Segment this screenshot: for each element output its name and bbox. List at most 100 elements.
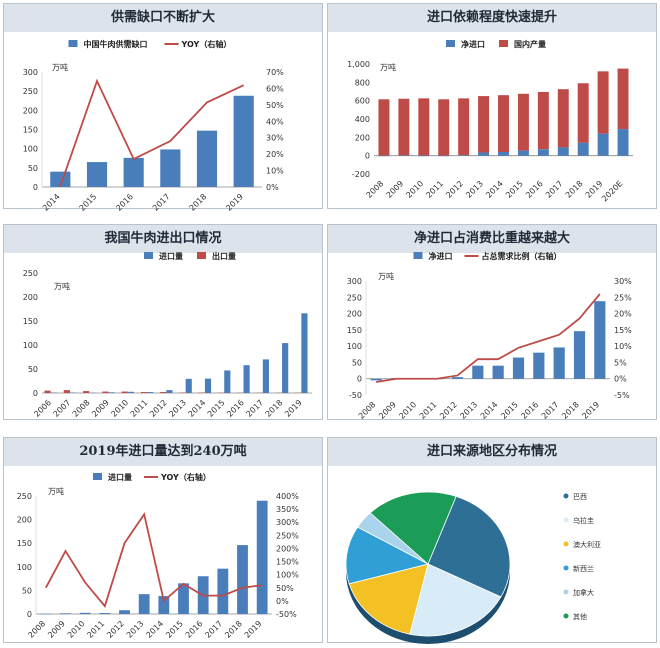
bar-net-import xyxy=(378,155,390,157)
bar-net-import xyxy=(398,155,410,156)
legend-label: 国内产量 xyxy=(514,39,546,49)
yoy-line xyxy=(45,512,263,608)
y2-tick-label: 0% xyxy=(266,183,279,192)
y-tick-label: 0 xyxy=(33,183,38,192)
x-tick-label: 2014 xyxy=(187,398,208,419)
bar-export xyxy=(63,390,70,393)
bar-import xyxy=(147,392,154,393)
y2-tick-label: 30% xyxy=(266,134,284,143)
bar xyxy=(119,610,130,614)
x-tick-label: 2018 xyxy=(188,192,209,213)
panel-import-2019: 2019年进口量达到240万吨 0 50 100 150 200 250 万吨 -50% 0% 5… xyxy=(3,437,323,643)
legend-swatch xyxy=(563,565,569,571)
y-tick-label: 300 xyxy=(23,68,38,77)
bar-import xyxy=(204,378,212,393)
x-tick-label: 2015 xyxy=(164,619,185,640)
bar-net-import xyxy=(597,133,609,156)
y-tick-label: 100 xyxy=(23,341,38,350)
x-tick-label: 2010 xyxy=(397,400,418,421)
supply-gap-chart: 0 50 100 150 200 250 300 万吨 0% 10% 20% 30% 40% 50% 60%… xyxy=(23,39,284,213)
bar-export xyxy=(160,392,167,393)
y-tick-label: 250 xyxy=(17,492,32,501)
bar xyxy=(451,377,464,379)
bar xyxy=(233,95,254,187)
x-tick-label: 2019 xyxy=(580,400,601,421)
x-tick-label: 2011 xyxy=(424,179,445,200)
bar xyxy=(217,568,229,614)
legend-swatch xyxy=(563,493,569,499)
x-tick-label: 2009 xyxy=(46,619,67,640)
y-tick-label: 50 xyxy=(22,586,32,595)
pie-slice xyxy=(348,563,429,635)
y-tick-label: 50 xyxy=(28,164,38,173)
chart-title: 2019年进口量达到240万吨 xyxy=(4,438,322,466)
x-tick-label: 2013 xyxy=(464,179,485,200)
x-tick-label: 2009 xyxy=(377,400,398,421)
x-tick-label: 2013 xyxy=(125,619,146,640)
y2-tick-label: 5% xyxy=(614,358,627,367)
x-tick-label: 2018 xyxy=(264,398,285,419)
x-tick-label: 2007 xyxy=(52,398,73,419)
bar xyxy=(472,365,484,379)
legend-swatch xyxy=(563,613,569,619)
y2-tick-label: 10% xyxy=(266,167,284,176)
legend-label: 加拿大 xyxy=(573,588,594,597)
legend-swatch xyxy=(563,517,569,523)
y2-tick-label: -5% xyxy=(614,391,630,400)
bar xyxy=(50,171,71,187)
bar-net-import xyxy=(478,152,490,156)
bar xyxy=(86,162,108,187)
y2-tick-label: 400% xyxy=(276,492,299,501)
y2-tick-label: 15% xyxy=(614,326,632,335)
y2-tick-label: 20% xyxy=(266,150,284,159)
panel-import-export: 我国牛肉进出口情况 0 50 100 150 200 250 万吨 2006 2007 2008 2… xyxy=(3,224,323,420)
y2-tick-label: 0% xyxy=(614,375,627,384)
bar-domestic xyxy=(398,98,410,156)
bar-domestic xyxy=(617,68,629,130)
x-tick-label: 2016 xyxy=(519,400,540,421)
bar xyxy=(178,583,189,614)
x-tick-label: 2017 xyxy=(540,400,561,421)
y2-tick-label: 40% xyxy=(266,117,284,126)
y2-tick-label: 150% xyxy=(276,558,299,567)
import-export-chart: 050100150200250万吨20062007200820092010201… xyxy=(23,251,312,419)
bar-import xyxy=(262,359,269,393)
panel-import-sources: 进口来源地区分布情况 巴西 乌拉圭 澳大利亚 新西兰 加拿大 其他 xyxy=(327,437,657,644)
y2-tick-label: 250% xyxy=(276,531,299,540)
bar xyxy=(79,612,91,614)
x-tick-label: 2019 xyxy=(283,398,304,419)
y2-tick-label: 10% xyxy=(614,342,632,351)
y-tick-label: 150 xyxy=(347,326,362,335)
x-tick-label: 2014 xyxy=(484,179,505,200)
y2-tick-label: 70% xyxy=(266,68,284,77)
y-tick-label: 250 xyxy=(347,293,362,302)
x-tick-label: 2011 xyxy=(129,398,150,419)
y-tick-label: 1,000 xyxy=(347,60,370,69)
y-tick-label: -50 xyxy=(349,391,362,400)
x-tick-label: 2016 xyxy=(184,619,205,640)
x-tick-label: 2008 xyxy=(365,179,386,200)
bar-export xyxy=(140,392,148,393)
x-tick-label: 2008 xyxy=(357,400,378,421)
x-tick-label: 2015 xyxy=(206,398,227,419)
x-tick-label: 2011 xyxy=(418,400,439,421)
y2-tick-label: -50% xyxy=(276,610,297,619)
x-tick-label: 2010 xyxy=(66,619,87,640)
bar xyxy=(256,500,268,614)
legend-label: 进口量 xyxy=(159,251,183,261)
panel-supply-gap: 供需缺口不断扩大 0 50 100 150 200 250 300 万吨 0% 10% 20% 30%… xyxy=(3,3,323,213)
bar-domestic xyxy=(478,96,490,153)
bar-domestic xyxy=(517,93,529,151)
bar-export xyxy=(44,390,51,393)
legend-label: 进口量 xyxy=(108,472,132,482)
y2-tick-label: 20% xyxy=(614,310,632,319)
legend-swatch xyxy=(413,252,423,259)
x-tick-label: 2014 xyxy=(479,400,500,421)
x-tick-label: 2017 xyxy=(544,179,565,200)
bar-domestic xyxy=(458,98,470,156)
x-tick-label: 2014 xyxy=(144,619,165,640)
y-tick-label: 200 xyxy=(347,310,362,319)
bar-domestic xyxy=(378,99,390,156)
bar xyxy=(370,378,382,381)
bar-import xyxy=(301,313,308,393)
